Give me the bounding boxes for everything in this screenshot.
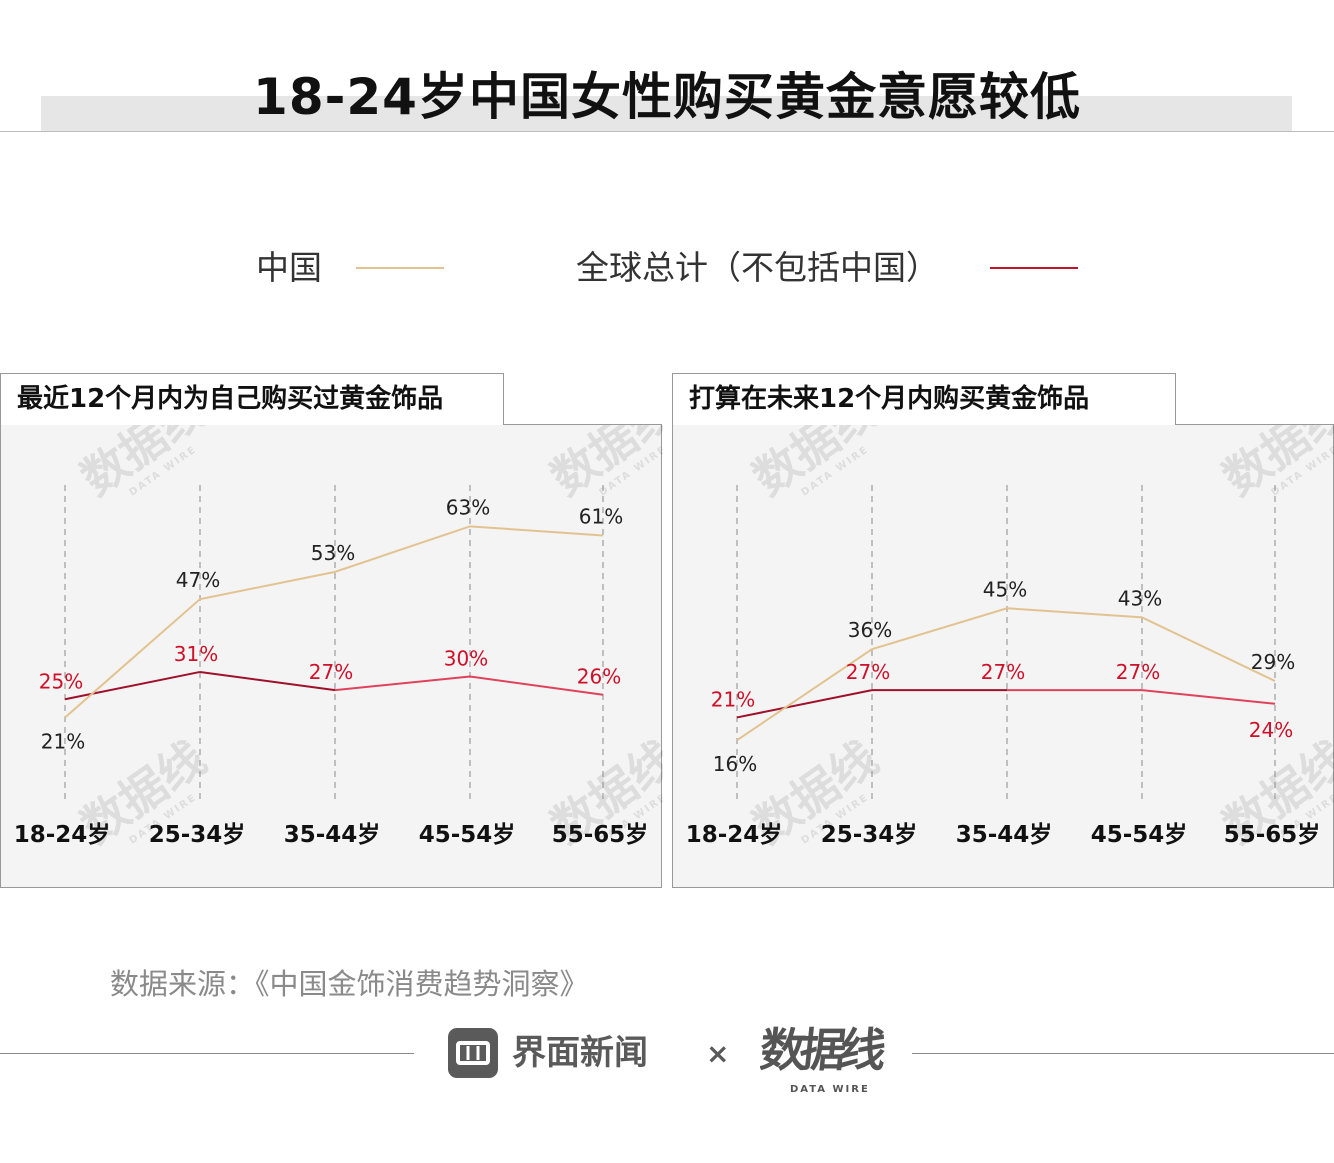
china-data-label: 43%	[1118, 586, 1162, 610]
chart-right: 数据线 DATA WIRE 数据线 DATA WIRE 数据线 DATA WIRE 数据线 D…	[672, 424, 1334, 888]
legend-global-label: 全球总计（不包括中国）	[576, 248, 939, 287]
global-series-segment	[334, 675, 471, 692]
legend-china-label: 中国	[256, 248, 322, 287]
x-tick-label: 35-44岁	[956, 821, 1053, 848]
china-data-label: 16%	[713, 752, 757, 776]
global-data-label: 24%	[1249, 718, 1293, 742]
legend-global: 全球总计（不包括中国）	[576, 246, 1096, 290]
footer-divider-left	[0, 1053, 414, 1054]
global-data-label: 27%	[309, 660, 353, 684]
global-data-label: 31%	[174, 642, 218, 666]
global-data-label: 27%	[981, 660, 1025, 684]
footer-separator: ×	[706, 1037, 730, 1070]
svg-text:数据线: 数据线	[760, 1023, 889, 1077]
title-band	[41, 96, 1292, 132]
footer-brand: 界面新闻	[512, 1033, 648, 1073]
china-data-label: 36%	[848, 618, 892, 642]
legend-china: 中国	[256, 246, 456, 290]
page-title: 18-24岁中国女性购买黄金意愿较低	[253, 68, 1081, 126]
china-data-label: 53%	[311, 541, 355, 565]
global-data-label: 27%	[846, 660, 890, 684]
chart-left: 数据线 DATA WIRE 数据线 DATA WIRE 数据线 DATA WIRE 数据线 D…	[0, 424, 663, 888]
chart-left-title: 最近12个月内为自己购买过黄金饰品	[0, 373, 504, 425]
data-wire-logo: 数据线 DATA WIRE	[760, 1023, 889, 1095]
x-tick-label: 45-54岁	[1091, 821, 1188, 848]
watermark-text: 数据线	[71, 425, 215, 506]
title-divider	[0, 131, 1334, 132]
chart-right-title: 打算在未来12个月内购买黄金饰品	[672, 373, 1176, 425]
svg-text:DATA WIRE: DATA WIRE	[790, 1084, 870, 1095]
global-series-segment	[199, 670, 336, 692]
global-series-segment	[736, 689, 873, 719]
legend-china-swatch	[356, 267, 444, 269]
footer-divider-right	[912, 1053, 1334, 1054]
x-tick-label: 55-65岁	[552, 821, 649, 848]
global-data-label: 26%	[577, 665, 621, 689]
watermark-text: 数据线	[743, 425, 887, 506]
x-tick-label: 25-34岁	[149, 821, 246, 848]
x-tick-label: 45-54岁	[419, 821, 516, 848]
china-series-line	[736, 607, 1276, 742]
china-data-label: 47%	[176, 568, 220, 592]
global-series-segment	[1141, 689, 1276, 705]
china-data-label: 21%	[41, 729, 85, 753]
global-data-label: 25%	[39, 669, 83, 693]
global-data-label: 30%	[444, 647, 488, 671]
global-series-segment	[64, 670, 201, 701]
source-note: 数据来源：《中国金饰消费趋势洞察》	[110, 967, 589, 1001]
x-tick-label: 18-24岁	[14, 821, 111, 848]
global-series-segment	[469, 675, 604, 696]
jiemian-logo-icon	[448, 1028, 498, 1078]
x-tick-label: 55-65岁	[1224, 821, 1321, 848]
x-tick-label: 18-24岁	[686, 821, 783, 848]
china-data-label: 45%	[983, 577, 1027, 601]
global-data-label: 27%	[1116, 660, 1160, 684]
x-tick-label: 25-34岁	[821, 821, 918, 848]
x-tick-label: 35-44岁	[284, 821, 381, 848]
global-data-label: 21%	[711, 687, 755, 711]
china-data-label: 63%	[446, 495, 490, 519]
china-series-line	[64, 525, 604, 719]
china-data-label: 61%	[579, 504, 623, 528]
china-data-label: 29%	[1251, 650, 1295, 674]
legend-global-swatch	[990, 267, 1078, 269]
